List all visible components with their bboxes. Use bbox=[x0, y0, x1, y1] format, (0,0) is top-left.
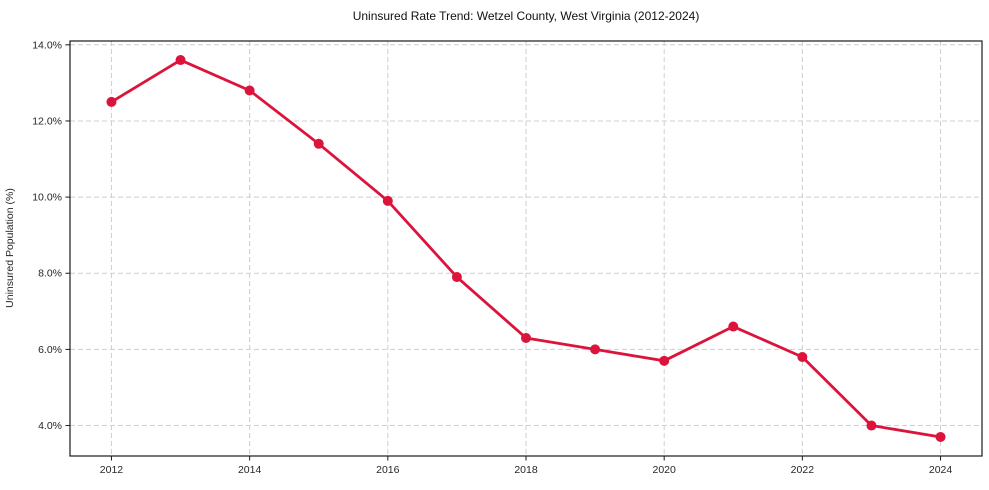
y-axis-tick-labels: 4.0% 6.0% 8.0% 10.0% 12.0% 14.0% bbox=[32, 39, 62, 432]
x-tick-label: 2024 bbox=[929, 464, 953, 476]
gridlines bbox=[70, 41, 982, 456]
data-point bbox=[590, 344, 601, 355]
data-point bbox=[382, 195, 393, 206]
data-point bbox=[935, 431, 946, 442]
y-tick-label: 12.0% bbox=[32, 115, 62, 127]
data-point bbox=[659, 355, 670, 366]
data-point bbox=[175, 55, 186, 66]
data-point bbox=[797, 352, 808, 363]
y-tick-label: 8.0% bbox=[38, 268, 62, 280]
y-tick-label: 4.0% bbox=[38, 420, 62, 432]
data-point bbox=[728, 321, 739, 332]
x-tick-label: 2020 bbox=[653, 464, 677, 476]
x-tick-label: 2014 bbox=[238, 464, 262, 476]
data-point bbox=[866, 420, 877, 431]
y-tick-label: 14.0% bbox=[32, 39, 62, 51]
plot-border bbox=[69, 40, 983, 457]
x-tick-label: 2018 bbox=[514, 464, 538, 476]
y-axis-label: Uninsured Population (%) bbox=[4, 188, 16, 308]
x-tick-label: 2016 bbox=[376, 464, 400, 476]
x-tick-label: 2012 bbox=[100, 464, 124, 476]
data-point bbox=[313, 138, 324, 149]
data-point bbox=[451, 272, 462, 283]
data-point bbox=[521, 332, 531, 343]
data-point bbox=[106, 96, 117, 107]
axis-ticks bbox=[65, 44, 942, 461]
x-axis-tick-labels: 2012 2014 2016 2018 2020 2022 2024 bbox=[100, 464, 953, 476]
y-tick-label: 10.0% bbox=[32, 192, 62, 204]
x-tick-label: 2022 bbox=[791, 464, 815, 476]
y-tick-label: 6.0% bbox=[38, 344, 62, 356]
chart-title: Uninsured Rate Trend: Wetzel County, Wes… bbox=[353, 9, 700, 23]
data-series bbox=[106, 55, 946, 442]
data-point bbox=[244, 85, 255, 96]
